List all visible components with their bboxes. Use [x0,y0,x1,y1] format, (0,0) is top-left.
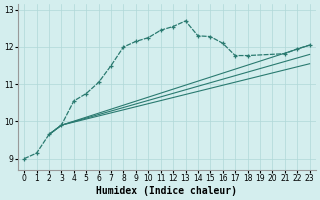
X-axis label: Humidex (Indice chaleur): Humidex (Indice chaleur) [96,186,237,196]
